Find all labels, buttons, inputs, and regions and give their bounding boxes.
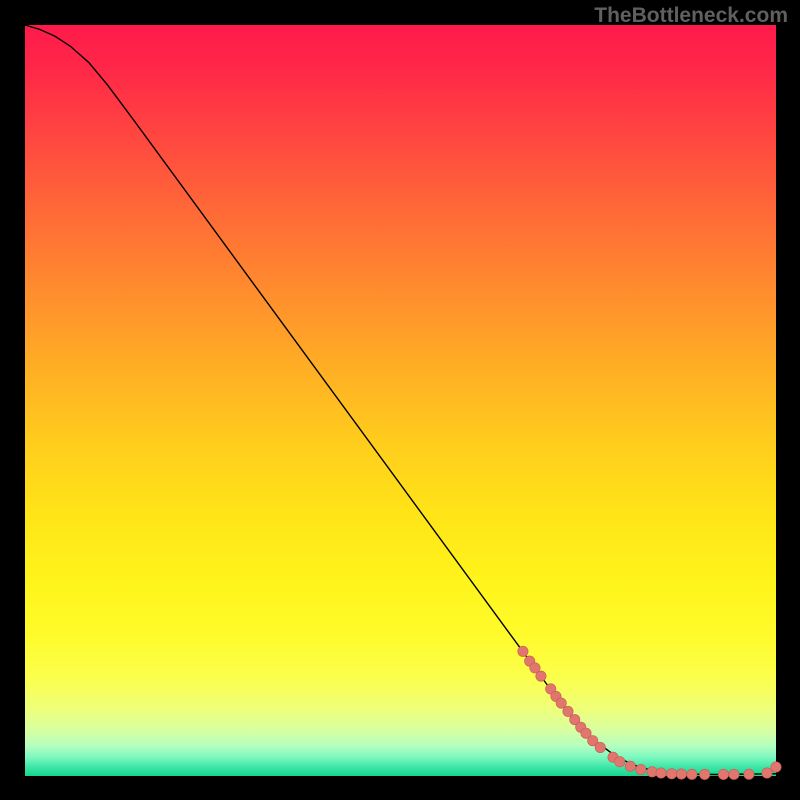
data-marker <box>615 757 625 767</box>
data-marker <box>536 671 546 681</box>
data-marker <box>676 769 686 779</box>
data-marker <box>744 769 754 779</box>
data-marker <box>762 768 772 778</box>
data-marker <box>625 761 635 771</box>
marker-group <box>518 646 781 779</box>
data-marker <box>656 768 666 778</box>
chart-frame: TheBottleneck.com <box>0 0 800 800</box>
data-marker <box>729 769 739 779</box>
data-marker <box>699 769 709 779</box>
data-marker <box>595 742 605 752</box>
data-marker <box>556 698 566 708</box>
data-marker <box>771 762 781 772</box>
data-marker <box>518 646 528 656</box>
curve-layer <box>25 25 776 776</box>
data-marker <box>666 769 676 779</box>
data-marker <box>636 764 646 774</box>
data-marker <box>718 769 728 779</box>
data-marker <box>563 706 573 716</box>
plot-area <box>25 25 776 776</box>
data-marker <box>687 769 697 779</box>
bottleneck-curve <box>25 25 776 774</box>
